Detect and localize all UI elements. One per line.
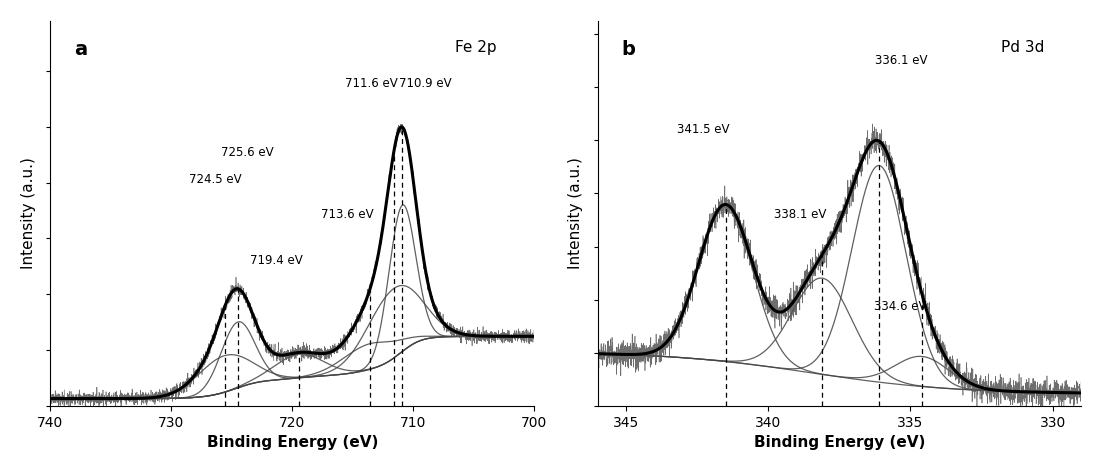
Y-axis label: Intensity (a.u.): Intensity (a.u.)	[21, 157, 36, 269]
X-axis label: Binding Energy (eV): Binding Energy (eV)	[206, 435, 378, 450]
Text: 713.6 eV: 713.6 eV	[321, 208, 374, 221]
Text: 338.1 eV: 338.1 eV	[775, 208, 826, 221]
Text: a: a	[75, 40, 88, 59]
Text: Fe 2p: Fe 2p	[455, 40, 497, 55]
Text: Pd 3d: Pd 3d	[1002, 40, 1045, 55]
Text: 724.5 eV: 724.5 eV	[188, 173, 241, 187]
Y-axis label: Intensity (a.u.): Intensity (a.u.)	[568, 157, 583, 269]
Text: 341.5 eV: 341.5 eV	[678, 123, 730, 136]
Text: 334.6 eV: 334.6 eV	[874, 300, 926, 314]
Text: b: b	[622, 40, 636, 59]
Text: 336.1 eV: 336.1 eV	[875, 54, 928, 67]
Text: 711.6 eV: 711.6 eV	[345, 77, 398, 90]
Text: 719.4 eV: 719.4 eV	[250, 254, 303, 267]
Text: 725.6 eV: 725.6 eV	[220, 146, 273, 160]
Text: 710.9 eV: 710.9 eV	[399, 77, 451, 90]
X-axis label: Binding Energy (eV): Binding Energy (eV)	[754, 435, 925, 450]
